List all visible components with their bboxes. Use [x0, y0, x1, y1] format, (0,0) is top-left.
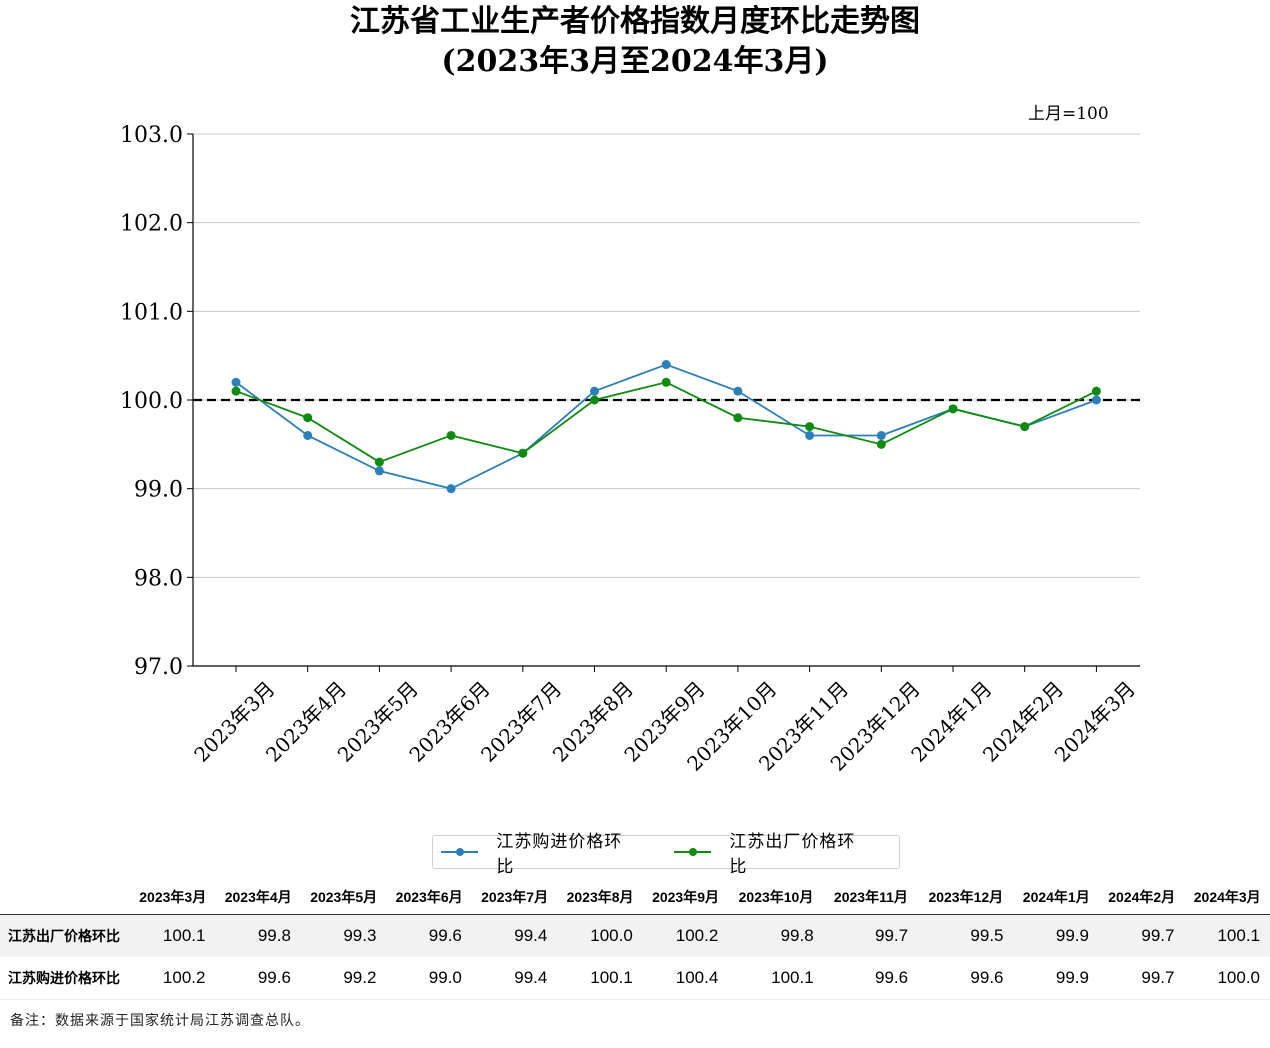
- column-header: 2023年7月: [471, 880, 558, 915]
- column-header: 2023年8月: [557, 880, 643, 915]
- y-tick-label: 101.0: [120, 300, 183, 325]
- table-cell: 100.1: [130, 914, 216, 957]
- series-line-output: [235, 381, 1097, 464]
- data-point: [805, 422, 815, 432]
- legend-item-purchase: 江苏购进价格环比: [441, 827, 638, 877]
- column-header: 2023年11月: [823, 880, 919, 915]
- line-chart: 97.098.099.0100.0101.0102.0103.02023年3月2…: [120, 123, 1140, 776]
- y-tick-label: 99.0: [134, 478, 183, 503]
- data-point: [590, 386, 599, 396]
- legend: 江苏购进价格环比 江苏出厂价格环比: [432, 832, 900, 877]
- table-cell: 99.6: [215, 957, 301, 1000]
- legend-label-output: 江苏出厂价格环比: [729, 832, 856, 877]
- data-point: [876, 439, 886, 449]
- column-header: 2023年12月: [918, 880, 1014, 915]
- table-cell: 99.7: [1098, 957, 1185, 1000]
- legend-label-purchase: 江苏购进价格环比: [496, 832, 623, 877]
- data-table: 2023年3月 2023年4月 2023年5月 2023年6月 2023年7月 …: [0, 880, 1270, 1000]
- data-point: [733, 413, 743, 423]
- y-tick-label: 98.0: [134, 566, 183, 591]
- table-cell: 100.2: [130, 957, 216, 1000]
- data-point: [661, 360, 671, 370]
- table-header-row: 2023年3月 2023年4月 2023年5月 2023年6月 2023年7月 …: [0, 880, 1270, 915]
- table-cell: 100.4: [642, 957, 729, 1000]
- data-point: [303, 430, 313, 440]
- data-point: [374, 457, 384, 467]
- legend-item-output: 江苏出厂价格环比: [674, 827, 871, 877]
- table-cell: 100.0: [1184, 957, 1270, 1000]
- data-point: [446, 430, 456, 440]
- table-corner: [0, 880, 130, 915]
- table-cell: 100.1: [728, 957, 824, 1000]
- row-label: 江苏出厂价格环比: [0, 914, 130, 957]
- table-cell: 99.4: [471, 914, 558, 957]
- column-header: 2023年10月: [728, 880, 824, 915]
- column-header: 2023年5月: [300, 880, 387, 915]
- y-tick-label: 100.0: [120, 389, 183, 414]
- y-tick-label: 102.0: [120, 212, 183, 237]
- table-cell: 99.2: [300, 957, 387, 1000]
- data-point: [590, 395, 599, 405]
- data-point: [948, 404, 958, 414]
- table-cell: 100.1: [1184, 914, 1270, 957]
- column-header: 2024年2月: [1098, 880, 1185, 915]
- data-point: [518, 448, 528, 458]
- table-cell: 100.2: [642, 914, 729, 957]
- column-header: 2023年4月: [215, 880, 301, 915]
- table-cell: 99.6: [918, 957, 1014, 1000]
- data-point: [374, 466, 384, 476]
- table-cell: 99.6: [386, 914, 472, 957]
- legend-swatch-output: [674, 846, 712, 858]
- table-cell: 100.0: [557, 914, 643, 957]
- chart-subtitle: (2023年3月至2024年3月): [441, 44, 829, 79]
- data-point: [1091, 386, 1101, 396]
- y-tick-label: 103.0: [120, 123, 183, 148]
- column-header: 2023年3月: [130, 880, 216, 915]
- data-point: [805, 430, 815, 440]
- table-cell: 100.1: [557, 957, 643, 1000]
- table-cell: 99.9: [1013, 957, 1099, 1000]
- chart-title: 江苏省工业生产者价格指数月度环比走势图: [350, 4, 920, 39]
- column-header: 2023年9月: [642, 880, 729, 915]
- data-point: [876, 430, 886, 440]
- table-cell: 99.7: [823, 914, 919, 957]
- table-cell: 99.9: [1013, 914, 1099, 957]
- data-point: [231, 386, 241, 396]
- data-point: [446, 484, 456, 494]
- table-cell: 99.3: [300, 914, 387, 957]
- table-cell: 99.7: [1098, 914, 1185, 957]
- row-label: 江苏购进价格环比: [0, 957, 130, 1000]
- data-point: [303, 413, 313, 423]
- unit-note: 上月=100: [1028, 104, 1109, 124]
- table-cell: 99.0: [386, 957, 472, 1000]
- table-cell: 99.4: [471, 957, 558, 1000]
- table-cell: 99.5: [918, 914, 1014, 957]
- column-header: 2024年1月: [1013, 880, 1099, 915]
- data-point: [733, 386, 743, 396]
- data-point: [1091, 395, 1101, 405]
- legend-swatch-purchase: [441, 846, 479, 858]
- data-point: [661, 377, 671, 387]
- table-row: 江苏出厂价格环比 100.1 99.8 99.3 99.6 99.4 100.0…: [0, 914, 1270, 957]
- table-cell: 99.8: [728, 914, 824, 957]
- table-cell: 99.8: [215, 914, 301, 957]
- y-tick-label: 97.0: [134, 655, 183, 680]
- data-point: [231, 377, 241, 387]
- column-header: 2024年3月: [1184, 880, 1270, 915]
- table-cell: 99.6: [823, 957, 919, 1000]
- footnote: 备注：数据来源于国家统计局江苏调查总队。: [10, 1013, 310, 1029]
- data-point: [1020, 422, 1030, 432]
- column-header: 2023年6月: [386, 880, 472, 915]
- table-row: 江苏购进价格环比 100.2 99.6 99.2 99.0 99.4 100.1…: [0, 957, 1270, 1000]
